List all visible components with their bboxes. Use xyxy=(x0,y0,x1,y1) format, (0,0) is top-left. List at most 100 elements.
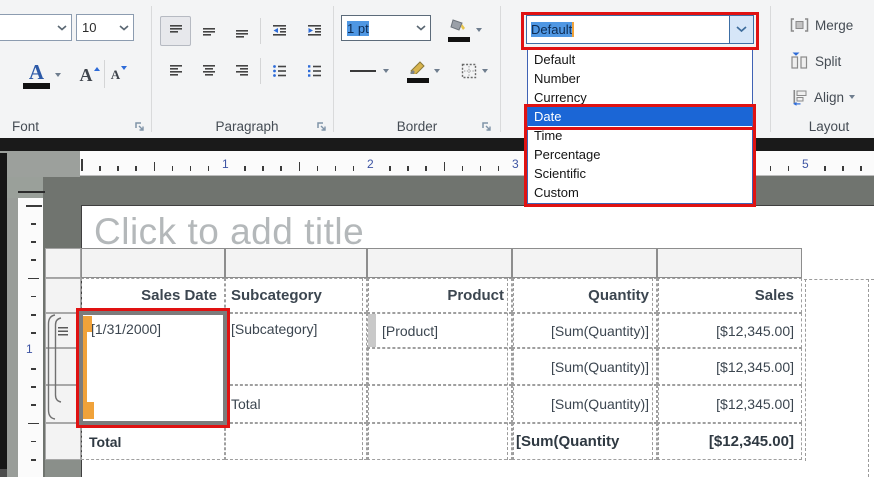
cell-subcategory-total[interactable]: Total xyxy=(225,385,367,423)
bullet-list-button[interactable] xyxy=(263,56,296,86)
number-format-combobox[interactable]: Default xyxy=(526,15,754,44)
align-top-button[interactable] xyxy=(160,16,191,46)
header-cell-sales[interactable]: Sales xyxy=(657,278,802,313)
numbered-list-button[interactable] xyxy=(298,56,331,86)
cell-quantity[interactable]: [Sum(Quantity)] xyxy=(512,385,657,423)
cell-sales[interactable]: [$12,345.00] xyxy=(657,348,802,385)
fill-color-dropdown-icon[interactable] xyxy=(476,28,482,32)
cell-grab-handle[interactable] xyxy=(368,314,376,347)
border-width-combobox[interactable]: 1 pt xyxy=(341,15,431,41)
ruler-corner xyxy=(7,177,43,198)
fill-color-bar xyxy=(448,36,470,42)
option-date[interactable]: Date xyxy=(528,107,752,126)
title-placeholder[interactable]: Click to add title xyxy=(94,211,365,252)
edit-cursor-cap xyxy=(83,402,94,419)
font-name-combobox[interactable] xyxy=(0,14,72,41)
cell-grand-total-label[interactable]: Total xyxy=(81,423,225,460)
option-number[interactable]: Number xyxy=(534,71,581,86)
ruler-tick xyxy=(153,162,155,171)
font-size-combobox[interactable]: 10 xyxy=(76,14,134,41)
cell-empty[interactable] xyxy=(367,385,512,423)
chevron-down-icon[interactable] xyxy=(729,16,753,43)
align-middle-button[interactable] xyxy=(193,16,224,46)
cell-empty[interactable] xyxy=(367,348,512,385)
column-handle[interactable] xyxy=(367,248,512,278)
grow-font-arrow-icon xyxy=(93,67,100,71)
chevron-down-icon[interactable] xyxy=(115,24,133,31)
annotation-box-selected-cell xyxy=(76,308,230,428)
font-dialog-launcher-icon[interactable] xyxy=(135,120,146,138)
align-bottom-button[interactable] xyxy=(226,16,257,46)
header-cell-quantity[interactable]: Quantity xyxy=(512,278,657,313)
decrease-indent-button[interactable] xyxy=(263,16,296,46)
ruler-tick xyxy=(407,166,409,171)
ruler-tick xyxy=(81,159,83,171)
cell-empty[interactable] xyxy=(225,423,367,460)
selected-cell-border[interactable] xyxy=(79,311,227,425)
fill-color-button[interactable] xyxy=(437,14,493,46)
border-color-dropdown-icon[interactable] xyxy=(433,69,440,73)
column-handle[interactable] xyxy=(81,248,225,278)
column-handle[interactable] xyxy=(512,248,657,278)
ruler-tick xyxy=(207,166,210,171)
header-cell-subcategory[interactable]: Subcategory xyxy=(225,278,367,313)
grow-font-button[interactable]: A xyxy=(76,58,103,92)
borders-button[interactable] xyxy=(452,56,496,86)
increase-indent-button[interactable] xyxy=(298,16,331,46)
border-dialog-launcher-icon[interactable] xyxy=(482,120,493,138)
ruler-number: 3 xyxy=(512,157,519,171)
font-color-dropdown-icon[interactable] xyxy=(55,73,61,77)
edit-cursor-bar xyxy=(83,316,87,419)
ruler-tick xyxy=(28,277,39,280)
align-right-button[interactable] xyxy=(226,56,257,86)
ruler-tick xyxy=(31,386,36,389)
cell-grand-total-sales[interactable]: [$12,345.00] xyxy=(657,423,802,460)
split-button[interactable]: Split xyxy=(790,49,841,73)
horizontal-ruler: 1 2 3 5 xyxy=(80,151,874,176)
cell-quantity[interactable]: [Sum(Quantity)] xyxy=(512,348,657,385)
cell-sales[interactable]: [$12,345.00] xyxy=(657,313,802,348)
option-default[interactable]: Default xyxy=(534,52,576,67)
ruler-tick xyxy=(171,166,174,171)
column-handle[interactable] xyxy=(225,248,367,278)
row-handle[interactable] xyxy=(45,278,81,313)
chevron-down-icon[interactable] xyxy=(412,25,430,31)
brush-icon xyxy=(409,60,425,76)
font-color-glyph: A xyxy=(28,59,45,84)
tablix-corner-handle[interactable] xyxy=(45,248,81,278)
cell-quantity[interactable]: [Sum(Quantity)] xyxy=(512,313,657,348)
merge-button[interactable]: Merge xyxy=(790,13,853,37)
pane-edge-bar xyxy=(0,153,7,469)
cell-product[interactable]: [Product] xyxy=(367,313,512,348)
column-divider xyxy=(362,278,369,460)
border-style-button[interactable] xyxy=(343,56,395,86)
option-time[interactable]: Time xyxy=(534,128,563,143)
column-handle[interactable] xyxy=(657,248,802,278)
border-style-dropdown-icon[interactable] xyxy=(382,69,389,73)
option-currency[interactable]: Currency xyxy=(534,90,587,105)
option-custom[interactable]: Custom xyxy=(534,185,579,200)
cell-grand-total-quantity[interactable]: [Sum(Quantity xyxy=(512,423,657,460)
align-menu-button[interactable]: Align xyxy=(792,85,856,109)
cell-empty[interactable] xyxy=(367,423,512,460)
align-left-button[interactable] xyxy=(160,56,191,86)
surface-margin-strip xyxy=(7,198,18,477)
ruler-tick xyxy=(497,166,500,171)
align-center-button[interactable] xyxy=(193,56,224,86)
shrink-font-button[interactable]: A xyxy=(106,58,132,92)
chevron-down-icon[interactable] xyxy=(53,24,71,31)
border-width-value: 1 pt xyxy=(347,20,369,36)
row-handle[interactable] xyxy=(45,423,81,460)
ruler-number: 1 xyxy=(222,157,229,171)
header-cell-product[interactable]: Product xyxy=(367,278,512,313)
font-color-button[interactable]: A xyxy=(16,56,68,94)
ruler-corner xyxy=(0,151,80,177)
ruler-tick xyxy=(28,422,39,425)
option-percentage[interactable]: Percentage xyxy=(534,147,601,162)
cell-sales[interactable]: [$12,345.00] xyxy=(657,385,802,423)
paragraph-dialog-launcher-icon[interactable] xyxy=(317,120,328,138)
border-color-button[interactable] xyxy=(398,54,448,88)
cell-subcategory[interactable]: [Subcategory] xyxy=(225,313,367,385)
option-scientific[interactable]: Scientific xyxy=(534,166,587,181)
borders-dropdown-icon[interactable] xyxy=(481,69,488,73)
